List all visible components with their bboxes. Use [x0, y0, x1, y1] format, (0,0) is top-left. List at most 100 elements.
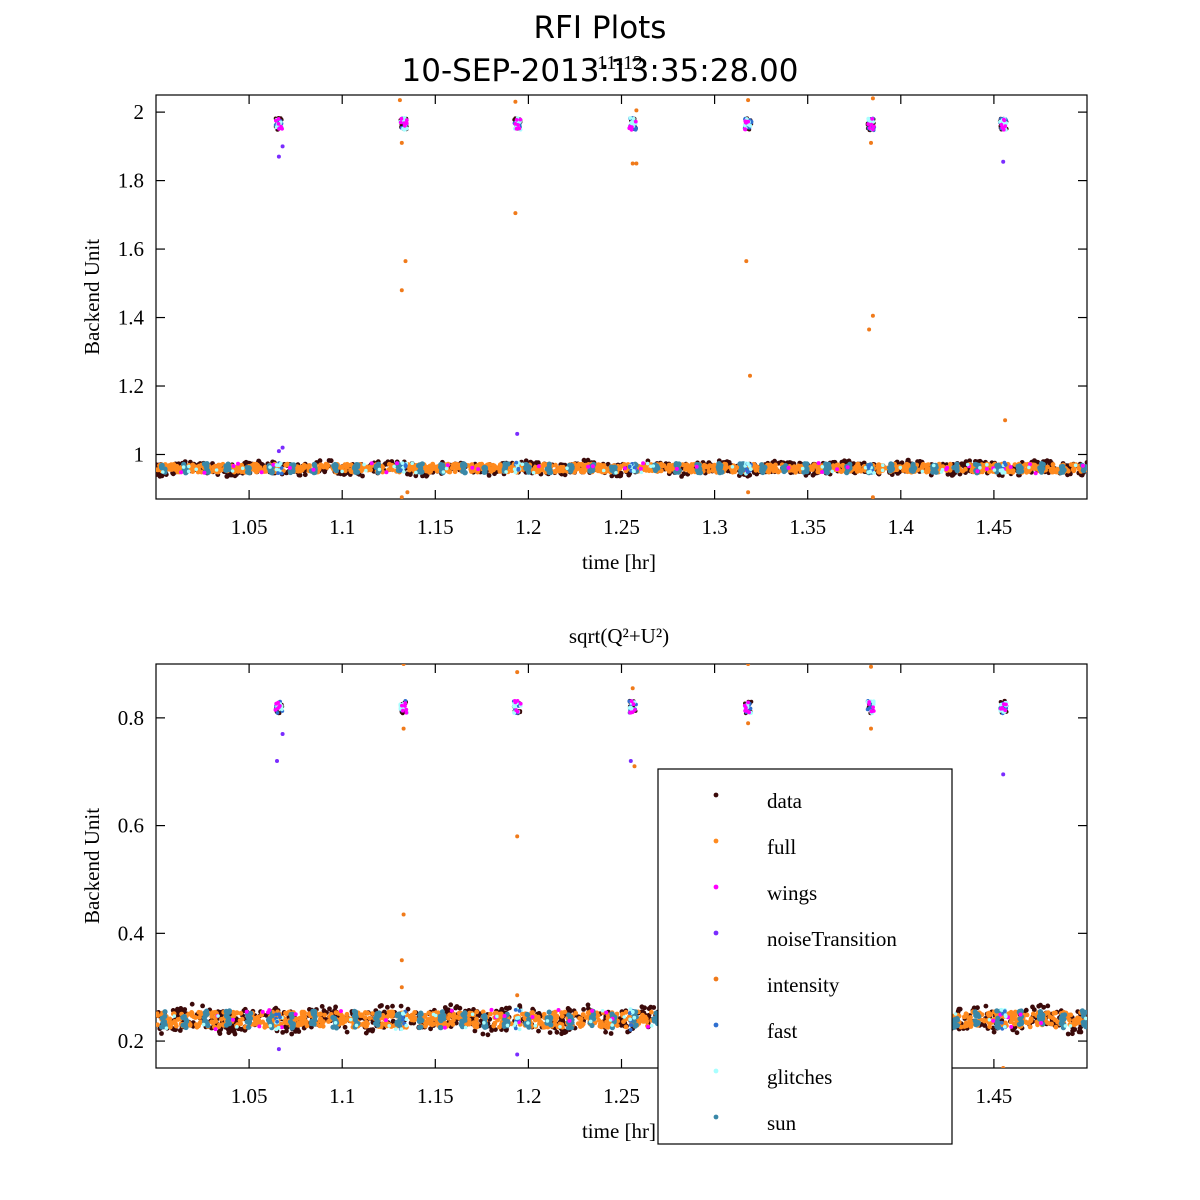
full-point [815, 469, 821, 475]
sun-point [675, 462, 681, 469]
glitches-point [820, 465, 825, 469]
glitches-point [504, 470, 508, 474]
sun-point [418, 462, 424, 468]
data-point [302, 472, 308, 478]
full-point [559, 1013, 565, 1019]
full-point [533, 1017, 539, 1022]
cal-dip-point [1002, 460, 1007, 465]
full-point [539, 467, 545, 473]
full-point [348, 469, 354, 475]
full-point [318, 1016, 323, 1021]
cal-point [1004, 121, 1009, 125]
full-point [560, 464, 566, 470]
cal-dip-point [749, 467, 753, 471]
data-point [428, 1026, 433, 1032]
xtick-label-top: 1.35 [789, 515, 826, 539]
full-point [1049, 469, 1055, 475]
cal-dip-point [632, 465, 637, 470]
title-bottom: sqrt(Q²+U²) [569, 624, 669, 648]
wings-point [638, 466, 643, 471]
cal-dip-point [872, 471, 876, 475]
sun-point [181, 1013, 187, 1020]
full-point [302, 1010, 307, 1016]
data-point [442, 1005, 448, 1010]
full-point [1050, 1015, 1056, 1021]
sun-point [481, 465, 488, 471]
full-point [834, 462, 840, 468]
cal-dip-point [632, 469, 636, 474]
full-point [320, 1023, 326, 1029]
full-point [422, 1012, 428, 1018]
outlier-point [399, 140, 404, 145]
glitches-point [639, 470, 644, 475]
full-point [234, 1010, 240, 1016]
cal-point [399, 116, 404, 121]
cal-point [870, 117, 875, 121]
data-point [363, 1030, 369, 1036]
outlier-point [399, 288, 404, 293]
full-point [363, 1010, 368, 1015]
full-point [237, 1018, 243, 1023]
sun-point [244, 465, 250, 471]
full-point [487, 462, 492, 467]
outlier-point [405, 490, 410, 495]
wings-point [623, 466, 627, 471]
data-point [982, 1023, 988, 1028]
full-point [307, 464, 312, 470]
data-point [229, 1026, 235, 1032]
full-point [599, 1024, 604, 1030]
sun-point [697, 469, 703, 476]
wings-point [202, 470, 207, 475]
cal-dip-point [868, 469, 872, 474]
sun-point [159, 1015, 165, 1021]
sun-point [460, 468, 466, 474]
ytick-label-top: 2 [134, 100, 145, 124]
cal-dip-point [516, 466, 521, 471]
sun-point [160, 1020, 166, 1026]
sun-point [1037, 467, 1043, 473]
sun-point [269, 469, 275, 475]
full-point [559, 1010, 564, 1015]
glitches-point [230, 469, 235, 473]
cal-dip-point [279, 466, 284, 470]
full-point [474, 1009, 480, 1015]
full-point [1027, 1024, 1033, 1030]
axes-top: 1.05 1.1 1.15 1.2 1.25 1.3 1.35 1.4 1.4511.21.41… [118, 95, 1087, 539]
data-point [344, 1029, 350, 1035]
data-point [567, 1007, 572, 1013]
sun-point [180, 1022, 186, 1028]
full-point [595, 468, 601, 474]
full-point [339, 464, 345, 470]
sun-point [910, 468, 916, 474]
full-point [775, 469, 781, 475]
panel-label: 11-12 [597, 52, 643, 74]
full-point [217, 1022, 222, 1028]
full-point [1065, 1015, 1071, 1020]
full-point [193, 1015, 198, 1020]
data-point [297, 472, 303, 478]
sun-point [525, 467, 531, 473]
full-point [169, 467, 175, 472]
data-point [517, 1003, 523, 1009]
glitches-point [392, 464, 396, 469]
full-point [964, 1011, 969, 1017]
cal-point [398, 120, 403, 125]
full-point [621, 462, 627, 467]
full-point [489, 466, 495, 472]
cal-point [871, 127, 875, 132]
full-point [969, 468, 974, 474]
wings-point [820, 470, 824, 474]
data-point [1014, 1030, 1020, 1036]
sun-point [739, 461, 745, 467]
full-point [326, 1019, 331, 1024]
full-point [219, 1016, 224, 1022]
cal-point [1003, 124, 1008, 129]
full-point [599, 1020, 604, 1025]
wings-point [586, 464, 591, 469]
glitches-point [414, 470, 418, 475]
plot-area-top [155, 94, 1088, 500]
sun-point [418, 469, 424, 475]
full-point [522, 1015, 528, 1021]
full-point [446, 1015, 451, 1021]
full-point [649, 1009, 654, 1015]
